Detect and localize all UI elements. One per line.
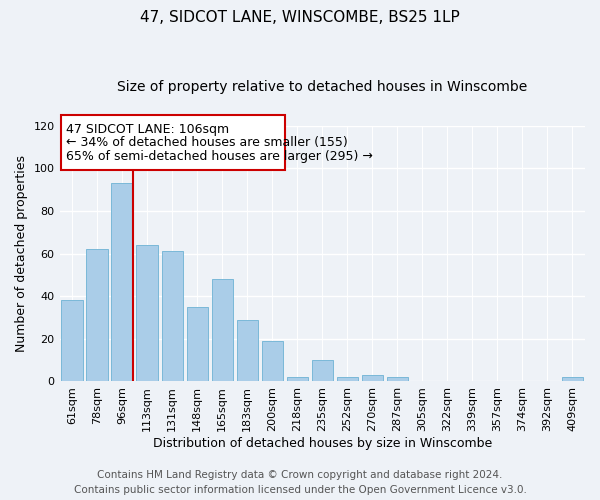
Y-axis label: Number of detached properties: Number of detached properties: [15, 155, 28, 352]
Text: 47, SIDCOT LANE, WINSCOMBE, BS25 1LP: 47, SIDCOT LANE, WINSCOMBE, BS25 1LP: [140, 10, 460, 25]
Bar: [61, 300, 83, 382]
Bar: [212, 279, 233, 382]
Text: ← 34% of detached houses are smaller (155): ← 34% of detached houses are smaller (15…: [66, 136, 347, 149]
Bar: [311, 360, 333, 382]
Bar: [262, 341, 283, 382]
Bar: [161, 252, 183, 382]
Bar: [387, 377, 408, 382]
FancyBboxPatch shape: [61, 115, 285, 170]
Text: Contains HM Land Registry data © Crown copyright and database right 2024.
Contai: Contains HM Land Registry data © Crown c…: [74, 470, 526, 495]
Text: 47 SIDCOT LANE: 106sqm: 47 SIDCOT LANE: 106sqm: [66, 122, 229, 136]
Bar: [112, 184, 133, 382]
Bar: [86, 250, 108, 382]
Bar: [337, 377, 358, 382]
Bar: [362, 375, 383, 382]
Bar: [562, 377, 583, 382]
X-axis label: Distribution of detached houses by size in Winscombe: Distribution of detached houses by size …: [152, 437, 492, 450]
Text: 65% of semi-detached houses are larger (295) →: 65% of semi-detached houses are larger (…: [66, 150, 373, 163]
Title: Size of property relative to detached houses in Winscombe: Size of property relative to detached ho…: [117, 80, 527, 94]
Bar: [136, 245, 158, 382]
Bar: [236, 320, 258, 382]
Bar: [187, 307, 208, 382]
Bar: [287, 377, 308, 382]
